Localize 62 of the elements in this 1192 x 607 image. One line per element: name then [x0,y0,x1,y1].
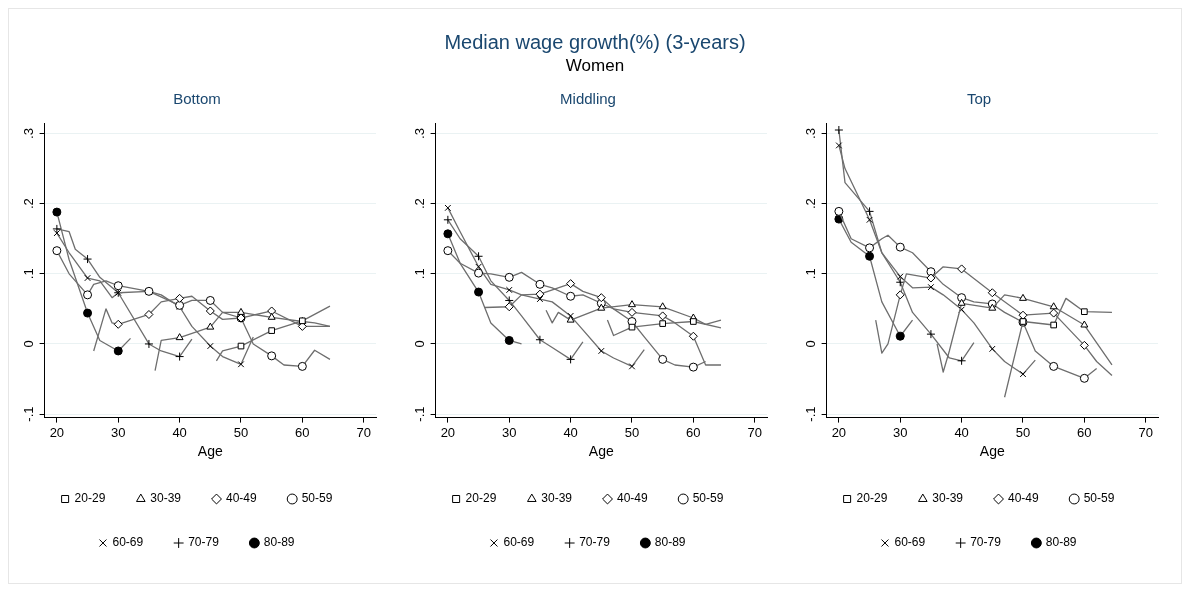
x-tick-label: 70 [747,424,762,440]
legend-label: 70-79 [188,535,220,550]
y-tick-label: .3 [802,128,818,139]
x-tick-label: 50 [1015,424,1030,440]
legend-label: 70-79 [969,535,1001,550]
legend-label: 20-29 [74,491,106,506]
legend-label: 20-29 [465,491,497,506]
y-tick-label: .1 [802,268,818,280]
x-tick-label: 70 [1138,424,1153,440]
y-tick-label: 0 [20,340,36,348]
y-tick-label: .2 [411,198,427,210]
y-tick-label: -.1 [802,406,818,422]
x-tick-label: 30 [111,424,126,440]
chart-title: Bottom [173,90,222,108]
x-axis-title: Age [588,443,614,460]
legend-label: 30-39 [541,491,573,506]
y-tick-label: .3 [20,128,36,139]
y-tick-label: .1 [20,268,36,280]
x-tick-label: 60 [1076,424,1092,440]
legend-label: 50-59 [302,491,334,506]
x-tick-label: 50 [234,424,249,440]
legend-label: 40-49 [1007,491,1039,506]
x-tick-label: 40 [954,424,969,440]
x-tick-label: 40 [563,424,578,440]
y-tick-label: 0 [411,340,427,348]
legend-label: 40-49 [616,491,648,506]
y-tick-label: .2 [802,198,818,210]
legend-label: 30-39 [931,491,963,506]
y-tick-label: .2 [20,198,36,210]
x-tick-label: 60 [295,424,310,440]
x-tick-label: 50 [624,424,640,440]
y-tick-label: .3 [411,128,427,139]
legend-label: 70-79 [579,535,611,550]
x-tick-label: 30 [501,424,517,440]
chart-title: Middling [560,90,616,108]
legend-label: 60-69 [894,535,926,550]
legend-label: 60-69 [112,535,144,550]
y-tick-label: 0 [802,340,818,348]
x-tick-label: 70 [356,424,372,440]
legend-label: 80-89 [654,535,686,550]
y-tick-label: -.1 [411,406,427,422]
text: Women [564,55,626,77]
legend-label: 80-89 [264,535,296,550]
x-axis-title: Age [198,443,224,460]
legend-label: 60-69 [503,535,535,550]
legend-label: 40-49 [226,491,258,506]
legend-label: 80-89 [1045,535,1077,550]
y-tick-label: .1 [411,268,427,280]
legend-label: 50-59 [1083,491,1115,506]
y-tick-label: -.1 [20,406,36,422]
legend-label: 50-59 [692,491,724,506]
legend-label: 30-39 [150,491,182,506]
x-tick-label: 40 [172,424,188,440]
legend-label: 20-29 [856,491,888,506]
text: Median wage growth(%) (3-years) [443,30,747,55]
x-tick-label: 20 [440,424,456,440]
x-tick-label: 20 [831,424,846,440]
chart-title: Top [966,90,991,108]
x-axis-title: Age [979,443,1005,460]
x-tick-label: 20 [49,424,65,440]
x-tick-label: 30 [892,424,908,440]
x-tick-label: 60 [686,424,701,440]
